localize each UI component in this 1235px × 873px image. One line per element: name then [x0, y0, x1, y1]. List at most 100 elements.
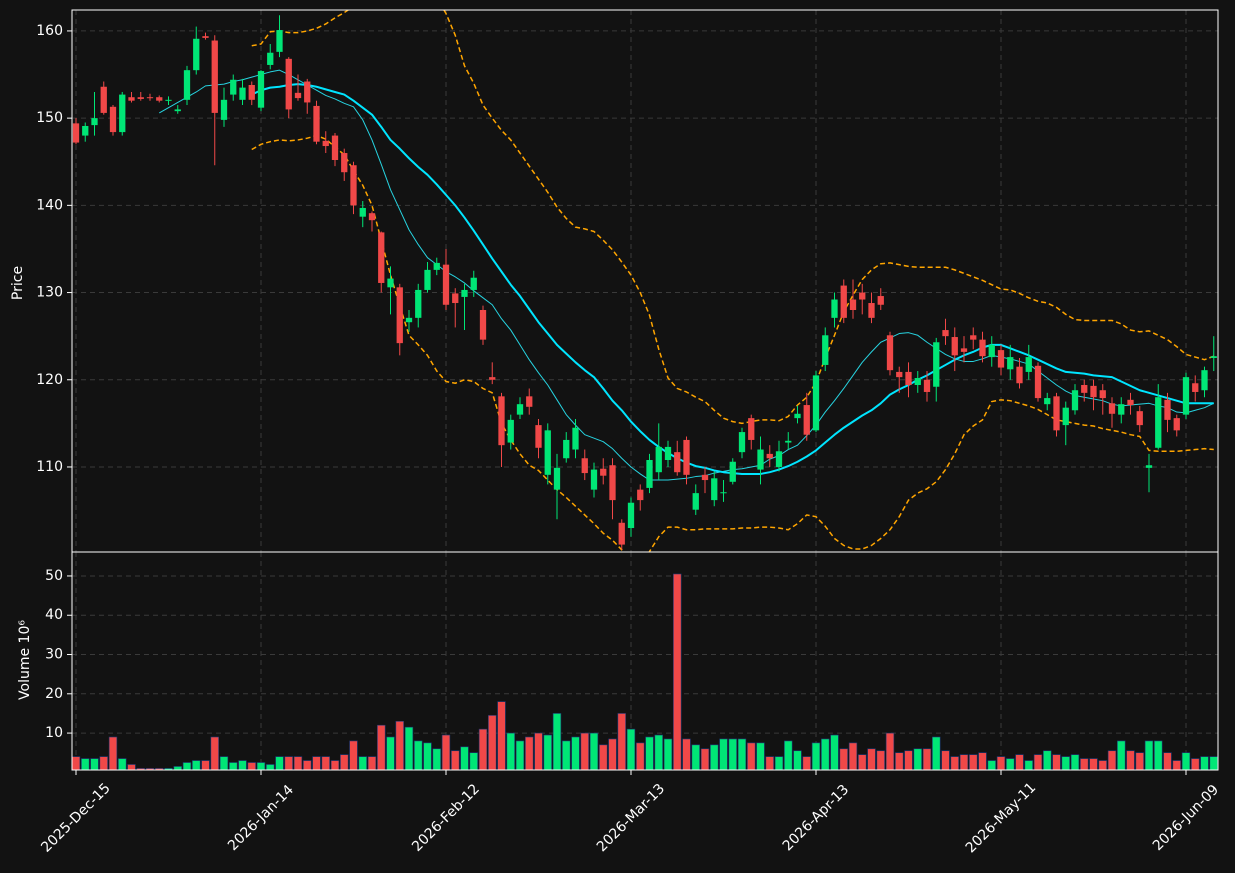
candle-body — [331, 135, 339, 160]
candle-body — [600, 468, 607, 476]
candle-body — [960, 348, 968, 352]
volume-bar — [423, 742, 432, 770]
candle-body — [877, 296, 884, 305]
volume-bar — [229, 762, 238, 770]
candle-body — [193, 38, 200, 71]
volume-bar — [432, 748, 441, 770]
volume-bar — [1172, 760, 1181, 770]
volume-bar — [1070, 754, 1080, 770]
volume-bar — [765, 756, 774, 770]
candle-body — [516, 404, 524, 415]
volume-bar — [404, 726, 414, 770]
volume-bar — [552, 713, 562, 770]
volume-bar — [756, 742, 765, 770]
volume-bar — [904, 750, 913, 770]
volume-bar — [1015, 754, 1024, 770]
volume-bar — [1191, 758, 1200, 770]
candle-body — [831, 299, 838, 318]
candle-body — [803, 405, 810, 435]
candle-body — [859, 292, 866, 300]
candle-body — [1173, 418, 1180, 431]
volume-bar — [728, 738, 737, 770]
volume-bar — [1107, 750, 1117, 770]
candle-body — [128, 97, 135, 101]
candle-body — [951, 337, 958, 356]
volume-bar — [358, 756, 367, 770]
volume-bar — [1144, 740, 1154, 770]
volume-bar — [959, 754, 969, 770]
candle-body — [627, 502, 635, 529]
volume-bar — [673, 573, 682, 770]
candle-body — [183, 70, 191, 100]
candle-body — [452, 293, 459, 304]
candle-body — [1090, 385, 1097, 398]
volume-bar — [913, 748, 922, 770]
grid-layer — [72, 10, 1218, 770]
candle-body — [997, 350, 1005, 368]
volume-bar — [941, 750, 950, 770]
candle-body — [285, 58, 292, 110]
candle-body — [1210, 356, 1217, 358]
candle-body — [655, 446, 662, 473]
volume-bar — [395, 720, 404, 770]
candle-body — [442, 264, 450, 305]
candle-body — [581, 458, 588, 474]
y-tick-label: 140 — [36, 197, 63, 213]
volume-bar — [895, 752, 904, 770]
volume-bar — [774, 756, 784, 770]
volume-bar — [969, 754, 978, 770]
candle-body — [313, 105, 320, 142]
candle-body — [646, 459, 653, 488]
candle-body — [202, 36, 209, 38]
volume-bar — [950, 756, 959, 770]
y-tick-label: 40 — [45, 607, 63, 623]
volume-bar — [1033, 754, 1043, 770]
volume-bar — [839, 748, 848, 770]
volume-bar — [654, 734, 663, 770]
volume-bar — [636, 742, 645, 770]
volume-bar — [1052, 754, 1061, 770]
volume-bar — [367, 756, 377, 770]
volume-bar — [848, 742, 858, 770]
candle-body — [840, 285, 847, 318]
volume-bar — [1043, 750, 1052, 770]
volume-bar — [155, 768, 164, 770]
candle-body — [1192, 383, 1199, 392]
volume-bar — [1200, 756, 1209, 770]
candle-body — [868, 303, 875, 318]
volume-bar — [1089, 758, 1098, 770]
candle-body — [988, 344, 995, 358]
volume-bar — [830, 734, 839, 770]
volume-bar — [303, 760, 312, 770]
candle-body — [664, 446, 672, 460]
volume-bar — [266, 764, 275, 770]
volume-bar — [987, 760, 996, 770]
volume-bar — [201, 760, 210, 770]
candle-body — [146, 97, 154, 99]
volume-bar — [275, 756, 284, 770]
candle-body — [1007, 357, 1014, 370]
candle-body — [563, 439, 570, 459]
volume-bar — [118, 758, 127, 770]
candle-body — [637, 489, 644, 501]
volume-bar — [571, 736, 580, 770]
volume-bar — [210, 736, 219, 770]
candle-body — [692, 493, 699, 510]
volume-bar — [1126, 750, 1135, 770]
volume-bar — [72, 756, 81, 770]
volume-bar — [932, 736, 941, 770]
candle-body — [424, 269, 431, 290]
candle-body — [156, 97, 163, 101]
volume-bar — [1006, 758, 1015, 770]
volume-bar — [1098, 760, 1107, 770]
volume-bar — [414, 740, 423, 770]
candle-body — [711, 478, 718, 501]
candle-body — [526, 396, 533, 407]
candle-body — [350, 165, 357, 206]
y-tick-label: 120 — [36, 372, 63, 388]
candle-body — [82, 125, 89, 136]
candle-body — [1071, 390, 1079, 411]
volume-bar — [515, 740, 525, 770]
